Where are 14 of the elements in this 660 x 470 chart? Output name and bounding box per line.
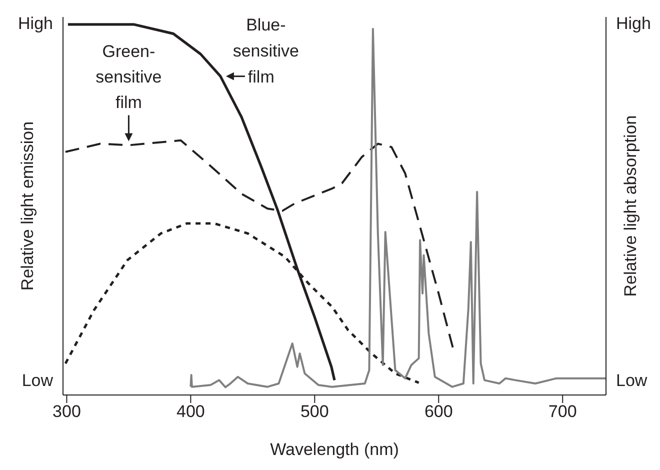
x-axis-title: Wavelength (nm) xyxy=(270,440,399,459)
annotation: Green-sensitive film xyxy=(96,42,162,112)
text: Low xyxy=(616,371,648,390)
y2-axis-title: Relative light absorption xyxy=(621,115,640,297)
y-axis-title: Relative light emission xyxy=(18,121,37,291)
text: High xyxy=(18,14,53,33)
x-tick-label: 700 xyxy=(548,402,577,422)
x-tick-label: 600 xyxy=(424,402,453,422)
x-tick-label: 400 xyxy=(176,402,205,422)
x-tick-label: 500 xyxy=(300,402,329,422)
x-tick-label: 300 xyxy=(52,402,81,422)
annotation: Blue-sensitive film xyxy=(232,15,299,86)
text: High xyxy=(616,14,651,33)
text: Low xyxy=(22,371,54,390)
